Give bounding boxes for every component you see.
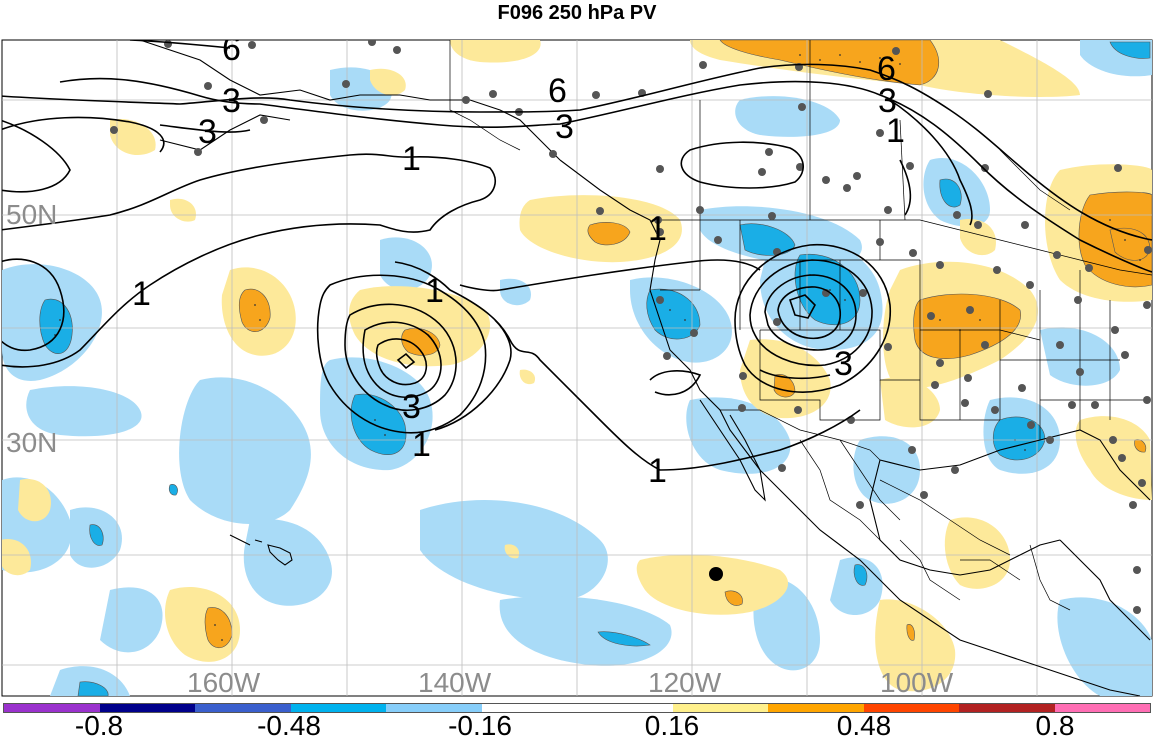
political-borders: [449, 40, 1152, 611]
colorbar-segment: [195, 704, 291, 712]
lon-label: 160W: [187, 667, 261, 698]
map-title: F096 250 hPa PV: [497, 2, 657, 24]
highlight-point: [709, 567, 723, 581]
lat-lon-grid: [2, 40, 1152, 696]
contour-label: 6: [877, 50, 896, 88]
contour-label: 3: [198, 113, 217, 151]
colorbar-segment: [863, 704, 959, 712]
colorbar-segment: [959, 704, 1055, 712]
colorbar-segment: [577, 704, 673, 712]
contour-label: 1: [132, 275, 151, 313]
contour-label: 6: [222, 30, 241, 68]
pv-contours: [2, 40, 1152, 471]
contour-label: 3: [222, 82, 241, 120]
lon-label: 100W: [880, 667, 954, 698]
colorbar-segment: [481, 704, 577, 712]
contour-label: 1: [886, 112, 905, 150]
contour-label: 3: [878, 82, 897, 120]
colorbar-segment: [99, 704, 195, 712]
contour-label: 1: [425, 272, 444, 310]
colorbar-label: 0.16: [644, 710, 700, 741]
contour-label-group: 6 3 3 1 1 1 1 3 1 6 3 3 1 3 6 3 1: [132, 30, 905, 490]
contour-label: 1: [402, 140, 421, 178]
colorbar-label: -0.16: [448, 710, 512, 741]
colorbar-label: 0.48: [836, 710, 892, 741]
contour-label: 1: [648, 452, 667, 490]
lon-label: 120W: [648, 667, 722, 698]
colorbar-segment: [4, 704, 100, 712]
colorbar-segment: [768, 704, 864, 712]
colorbar-label: -0.8: [74, 710, 124, 741]
coastlines: [139, 40, 1151, 696]
colorbar-label: 0.8: [1035, 710, 1075, 741]
lat-label: 50N: [6, 199, 57, 230]
contour-label: 6: [548, 72, 567, 110]
colorbar-segment: [290, 704, 386, 712]
colorbar-segment: [1054, 704, 1150, 712]
pv-map: 6 3 3 1 1 1 1 3 1 6 3 3 1 3 6 3 1 50N 30…: [1, 30, 1153, 698]
colorbar-segment: [386, 704, 482, 712]
contour-label: 1: [648, 210, 667, 248]
colorbar-label: -0.48: [257, 710, 321, 741]
contour-label: 3: [402, 388, 421, 426]
contour-label: 3: [834, 345, 853, 383]
colorbar-segment: [672, 704, 768, 712]
colorbar: [3, 703, 1151, 713]
lon-label: 140W: [418, 667, 492, 698]
contour-label: 1: [412, 426, 431, 464]
contour-label: 3: [555, 108, 574, 146]
lat-label: 30N: [6, 427, 57, 458]
axis-label-group: 50N 30N 160W 140W 120W 100W: [6, 199, 954, 698]
